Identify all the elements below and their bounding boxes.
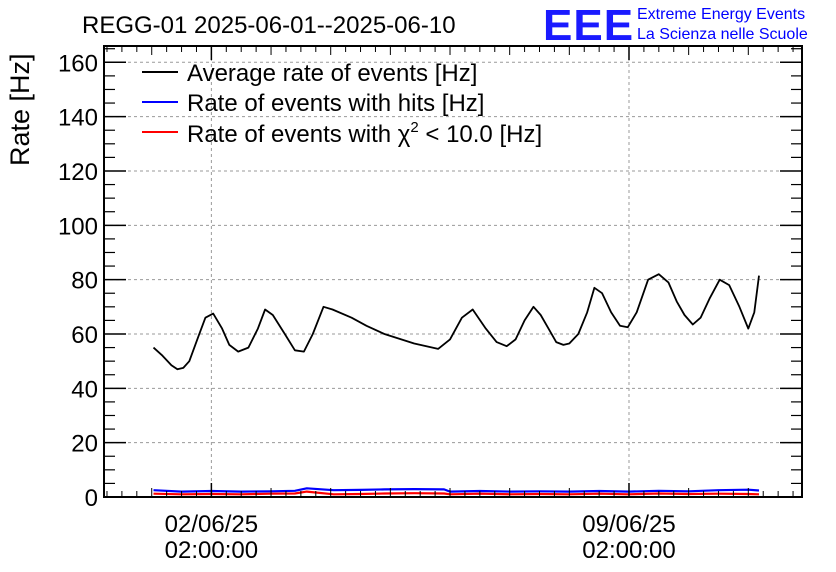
x-tick-label-date: 02/06/25 [165,511,258,538]
y-tick-label: 0 [85,485,98,512]
x-tick-label-time: 02:00:00 [165,537,258,564]
series-line-0 [152,273,760,371]
axes: 02040608010012014016002/06/2502:00:0009/… [58,46,802,564]
legend-chi2-suffix: < 10.0 [Hz] [419,121,542,148]
y-tick-label: 20 [71,431,98,458]
logo-line2: La Scienza nelle Scuole [637,26,808,43]
legend-label-average: Average rate of events [Hz] [187,60,477,87]
y-tick-label: 100 [58,213,98,240]
x-tick-label-date: 09/06/25 [582,511,675,538]
y-tick-label: 140 [58,105,98,132]
y-tick-label: 120 [58,159,98,186]
series-line-2 [153,490,760,496]
legend-label-hits: Rate of events with hits [Hz] [187,90,484,117]
y-tick-label: 40 [71,376,98,403]
legend-label-chi2: Rate of events with χ2 < 10.0 [Hz] [187,119,542,148]
legend-chi2-prefix: Rate of events with χ [187,121,411,148]
y-tick-label: 160 [58,50,98,77]
legend-chi2-sup: 2 [410,119,418,136]
chart-title: REGG-01 2025-06-01--2025-06-10 [82,12,456,39]
eee-logo: EEE Extreme Energy Events La Scienza nel… [543,1,808,50]
y-tick-label: 60 [71,322,98,349]
y-axis-title: Rate [Hz] [5,53,35,166]
series-group [152,273,760,496]
logo-text: EEE [543,1,634,50]
grid [104,46,802,497]
plot-frame [103,45,803,498]
y-tick-label: 80 [71,268,98,295]
logo-line1: Extreme Energy Events [637,6,805,23]
x-tick-label-time: 02:00:00 [582,537,675,564]
series-line-1 [153,487,760,493]
legend: Average rate of events [Hz] Rate of even… [142,60,542,148]
